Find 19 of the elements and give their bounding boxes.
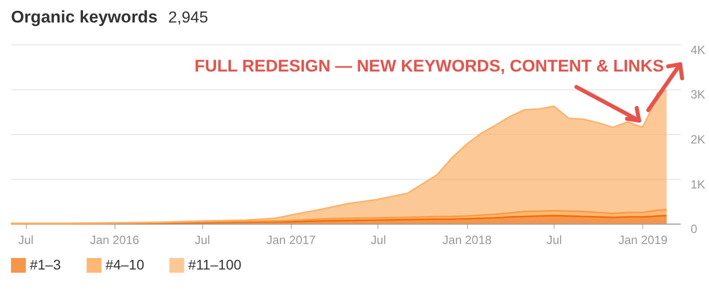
x-tick-label: Jul <box>194 233 210 248</box>
x-tick-label: Jan 2018 <box>442 233 492 248</box>
x-tick-label: Jul <box>546 233 562 248</box>
annotation: FULL REDESIGN — NEW KEYWORDS, CONTENT & LINKS <box>194 56 664 76</box>
chart-subtitle: 2,945 <box>168 9 208 26</box>
legend-label: #4–10 <box>106 256 145 272</box>
x-tick-label: Jan 2016 <box>90 233 140 248</box>
y-tick-label: 4K <box>690 42 706 57</box>
y-tick-label: 1K <box>690 177 706 192</box>
y-tick-label: 3K <box>690 88 706 102</box>
x-tick-label: Jan 2017 <box>266 233 316 248</box>
legend-label: #1–3 <box>30 256 62 272</box>
x-tick-label: Jul <box>18 233 34 248</box>
x-tick-label: Jan 2019 <box>618 233 668 248</box>
y-tick-label: 0 <box>690 222 698 236</box>
chart-title: Organic keywords <box>10 7 158 26</box>
x-tick-label: Jul <box>370 233 386 248</box>
legend-label: #11–100 <box>188 256 242 272</box>
y-tick-label: 2K <box>690 132 706 146</box>
